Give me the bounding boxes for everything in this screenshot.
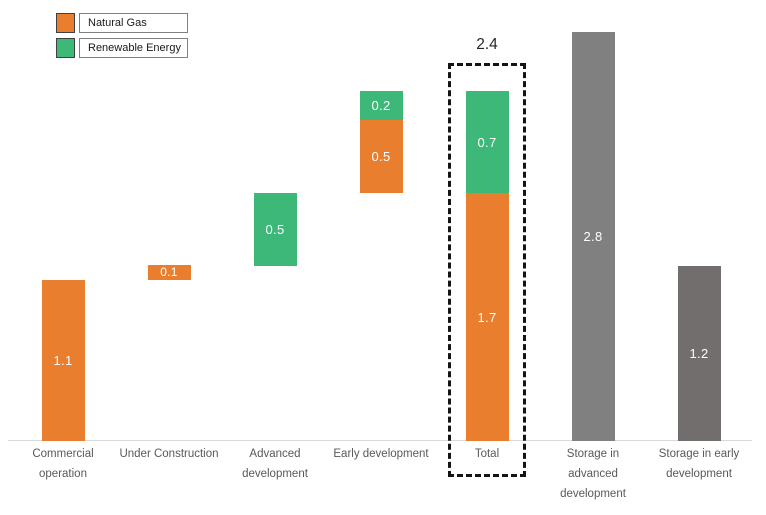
bar-value-label: 0.5 bbox=[265, 221, 285, 237]
x-axis-label-under-construction: Under Construction bbox=[119, 448, 219, 460]
bar-value-label: 0.1 bbox=[160, 265, 178, 280]
bar-segment-storage-in-advanced-development-storage-advanced: 2.8 bbox=[571, 32, 615, 441]
x-axis-label-storage-in-early-development: Storage in early development bbox=[658, 448, 740, 480]
bar-value-label: 1.2 bbox=[689, 346, 709, 361]
x-axis-line bbox=[8, 440, 752, 441]
legend-item-natural-gas: Natural Gas bbox=[56, 13, 188, 33]
bar-value-label: 0.5 bbox=[371, 148, 391, 164]
legend-swatch-renewable-energy-icon bbox=[56, 38, 75, 58]
total-highlight-dashed-box bbox=[448, 63, 526, 477]
x-axis-label-advanced-development: Advanced development bbox=[242, 448, 308, 480]
bar-segment-under-construction-natural-gas: 0.1 bbox=[147, 265, 191, 281]
bar-value-label: 1.7 bbox=[477, 309, 497, 325]
bar-segment-early-development-renewable-energy: 0.2 bbox=[359, 90, 403, 120]
bar-segment-commercial-operation-natural-gas: 1.1 bbox=[41, 280, 85, 441]
bar-segment-early-development-natural-gas: 0.5 bbox=[359, 119, 403, 193]
legend-label-renewable-energy: Renewable Energy bbox=[79, 38, 188, 58]
bar-value-label: 0.2 bbox=[371, 97, 391, 113]
x-axis-label-storage-in-advanced-development: Storage in advanced development bbox=[560, 448, 626, 500]
legend-swatch-natural-gas-icon bbox=[56, 13, 75, 33]
bar-value-label: 0.7 bbox=[477, 134, 497, 150]
x-axis-label-early-development: Early development bbox=[333, 448, 429, 460]
bar-segment-total-natural-gas: 1.7 bbox=[465, 193, 509, 441]
bar-segment-advanced-development-renewable-energy: 0.5 bbox=[253, 192, 297, 266]
legend-label-natural-gas: Natural Gas bbox=[79, 13, 188, 33]
legend-item-renewable-energy: Renewable Energy bbox=[56, 38, 188, 58]
bar-value-label: 1.1 bbox=[53, 353, 73, 368]
bar-segment-total-renewable-energy: 0.7 bbox=[465, 91, 509, 193]
x-axis-label-total: Total bbox=[474, 448, 500, 460]
legend: Natural Gas Renewable Energy bbox=[56, 13, 188, 58]
bar-value-label: 2.8 bbox=[583, 229, 603, 244]
total-value-annotation: 2.4 bbox=[476, 36, 498, 53]
bar-segment-storage-in-early-development-storage-early: 1.2 bbox=[677, 266, 721, 441]
x-axis-label-commercial-operation: Commercial operation bbox=[32, 448, 94, 480]
